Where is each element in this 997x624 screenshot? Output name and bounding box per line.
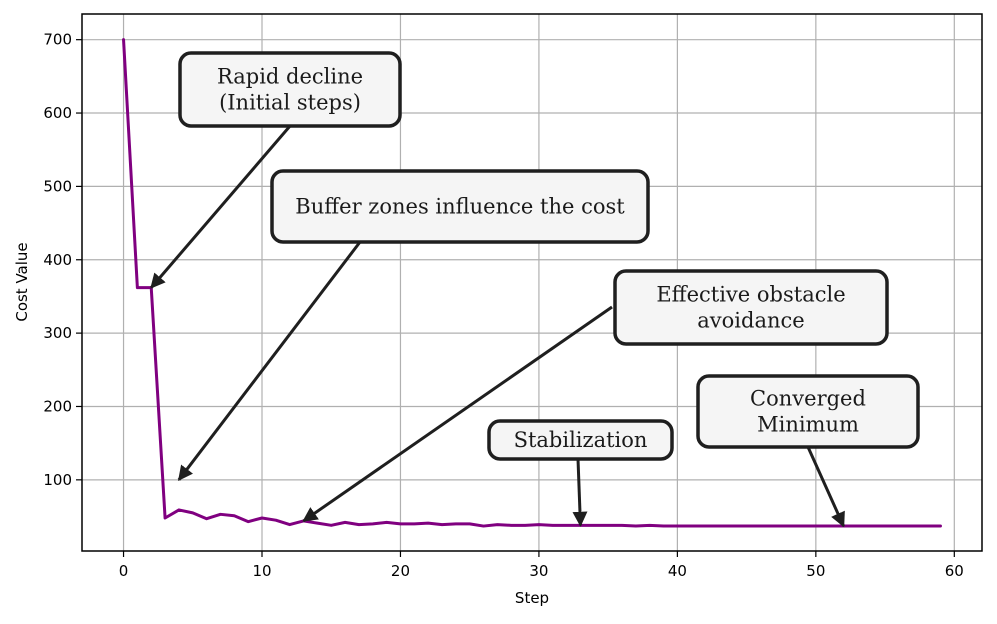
x-axis-label: Step	[515, 589, 549, 607]
annotation-box	[270, 169, 650, 244]
annotation: Rapid decline(Initial steps)	[150, 51, 402, 289]
annotation-text: avoidance	[697, 309, 804, 333]
x-tick-label: 50	[806, 562, 825, 580]
annotation-box	[178, 51, 402, 128]
annotation-text: Stabilization	[514, 428, 648, 452]
annotations: Rapid decline(Initial steps)Buffer zones…	[150, 51, 920, 528]
x-tick-label: 0	[119, 562, 129, 580]
x-tick-label: 20	[391, 562, 410, 580]
y-tick-label: 100	[43, 471, 72, 489]
y-axis-label: Cost Value	[13, 242, 31, 321]
annotation-text: Buffer zones influence the cost	[295, 195, 625, 219]
x-tick-label: 30	[529, 562, 548, 580]
x-tick-label: 40	[668, 562, 687, 580]
y-tick-label: 700	[43, 31, 72, 49]
annotation: Stabilization	[487, 419, 674, 527]
annotation-arrow	[302, 305, 613, 523]
annotation-arrow	[150, 125, 292, 289]
y-tick-label: 600	[43, 104, 72, 122]
annotation: Buffer zones influence the cost	[177, 169, 650, 482]
annotation-arrow	[572, 458, 588, 527]
y-tick-label: 500	[43, 177, 72, 195]
x-tick-label: 60	[945, 562, 964, 580]
y-tick-label: 300	[43, 324, 72, 342]
series-line-cost	[122, 38, 942, 528]
annotation-arrow	[177, 241, 362, 482]
annotation-text: Minimum	[757, 413, 859, 437]
ticks: 0 10 20 30 40 50 60 100 200 300 400 500 600 700	[43, 31, 963, 580]
annotation-text: Converged	[750, 387, 866, 411]
x-tick-label: 10	[252, 562, 271, 580]
annotation-text: Rapid decline	[217, 65, 363, 89]
annotation-arrow	[806, 446, 845, 528]
annotation-box	[487, 419, 674, 461]
annotation-box	[613, 269, 889, 346]
y-tick-label: 200	[43, 397, 72, 415]
annotation-box	[696, 374, 920, 449]
plot-frame	[81, 13, 983, 552]
annotation-text: (Initial steps)	[219, 91, 361, 115]
annotation-text: Effective obstacle	[656, 283, 845, 307]
series-layer	[122, 38, 942, 528]
y-tick-label: 400	[43, 251, 72, 269]
